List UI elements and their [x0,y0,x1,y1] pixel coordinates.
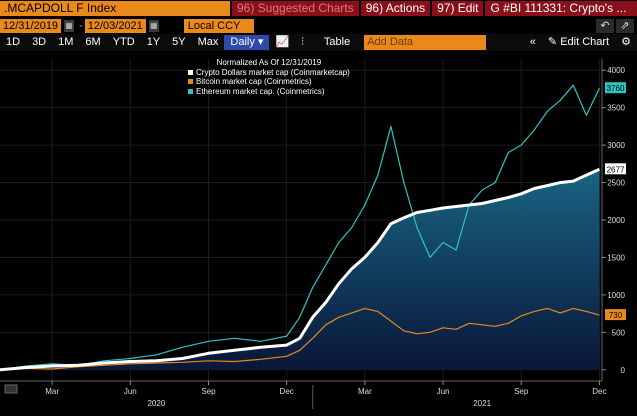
frequency-select[interactable]: Daily ▾ [224,35,270,50]
x-tick-label: Jun [124,387,137,396]
bar-chart-icon[interactable]: ⫶ [301,36,304,48]
edit-menu[interactable]: 97) Edit [432,1,484,16]
period-1d[interactable]: 1D [6,36,21,48]
legend-swatch [188,79,193,85]
legend-swatch [188,69,193,75]
legend-entry: Crypto Dollars market cap (Coinmarketcap… [188,68,350,78]
calendar-icon[interactable]: ▦ [64,19,75,32]
legend-label: Ethereum market cap. (Coinmetrics) [196,86,325,96]
year-label: 2020 [147,399,165,408]
x-tick-label: Dec [280,387,294,396]
chart-thumbnail-icon [4,384,18,394]
chart-legend: Normalized As Of 12/31/2019 Crypto Dolla… [188,58,350,96]
pencil-icon: ✎ [547,36,561,48]
back-icon[interactable]: ↶ [596,18,614,33]
y-tick-label: 2500 [607,179,625,188]
settings-icon[interactable]: ⚙ [621,36,631,48]
last-value-badge [605,309,626,321]
x-tick-label: Sep [514,387,529,396]
export-icon[interactable]: ⇗ [616,18,634,33]
period-max[interactable]: Max [197,36,219,48]
x-tick-label: Dec [592,387,606,396]
area-fill [0,169,600,370]
currency-select[interactable]: Local CCY [183,18,254,33]
series-line [0,167,601,372]
period-3d[interactable]: 3D [32,36,47,48]
y-tick-label: 2000 [607,216,625,225]
period-5y[interactable]: 5Y [172,36,186,48]
last-value-badge [605,163,626,175]
y-tick-label: 4000 [607,66,625,75]
edit-chart-button[interactable]: ✎ Edit Chart [542,35,615,50]
date-range-bar: 12/31/2019 ▦ - 12/03/2021 ▦ Local CCY ↶ … [0,17,637,34]
table-button[interactable]: Table [323,36,351,48]
collapse-icon[interactable]: « [529,36,536,48]
line-chart-icon[interactable]: 📈 [275,36,290,48]
y-tick-label: 1500 [607,253,625,262]
actions-menu[interactable]: 96) Actions [360,1,431,16]
period-6m[interactable]: 6M [85,36,101,48]
ticker-input[interactable]: .MCAPDOLL F Index [0,1,230,16]
period-1y[interactable]: 1Y [146,36,161,48]
news-headline[interactable]: G #BI 111331: Crypto's ... [485,1,637,16]
edit-chart-label: Edit Chart [560,36,610,48]
last-value-label: 730 [609,311,623,320]
add-data-input[interactable]: Add Data [364,35,487,50]
y-tick-label: 0 [621,366,626,375]
period-1m[interactable]: 1M [58,36,74,48]
y-tick-label: 3000 [607,141,625,150]
title-bar: .MCAPDOLL F Index 96) Suggested Charts 9… [0,0,637,17]
x-tick-label: Sep [201,387,216,396]
period-ytd[interactable]: YTD [112,36,135,48]
end-date-input[interactable]: 12/03/2021 [84,18,146,33]
y-tick-label: 500 [612,328,626,337]
calendar-icon[interactable]: ▦ [148,19,159,32]
series-line [0,307,600,371]
last-value-label: 3760 [607,84,625,93]
legend-title: Normalized As Of 12/31/2019 [216,58,322,67]
legend-entry: Ethereum market cap. (Coinmetrics) [188,87,350,97]
chart-toolbar: 1D 3D 1M 6M YTD 1Y 5Y Max Daily ▾ 📈 ⫶ Ta… [0,34,637,51]
line-chart: 0 500 1000 1500 2000 2500 3000 3500 4000 2677 730 3… [0,59,626,409]
legend-label: Bitcoin market cap (Coinmetrics) [196,77,312,86]
last-value-badge [605,82,626,94]
legend-swatch [188,88,193,94]
range-separator: - [79,19,83,32]
last-value-label: 2677 [607,165,625,174]
legend-label: Crypto Dollars market cap (Coinmarketcap… [196,67,350,77]
start-date-input[interactable]: 12/31/2019 [0,18,62,33]
x-tick-label: Mar [45,387,59,396]
year-label: 2021 [473,399,491,408]
suggested-charts-button[interactable]: 96) Suggested Charts [232,1,359,16]
y-tick-label: 1000 [607,291,625,300]
x-tick-label: Jun [437,387,450,396]
series-line [0,84,600,371]
y-tick-label: 3500 [607,104,625,113]
x-tick-label: Mar [358,387,372,396]
frequency-label: Daily [230,36,255,48]
chart-area[interactable]: 0 500 1000 1500 2000 2500 3000 3500 4000 2677 730 3… [0,51,637,411]
legend-entry: Bitcoin market cap (Coinmetrics) [188,77,350,87]
